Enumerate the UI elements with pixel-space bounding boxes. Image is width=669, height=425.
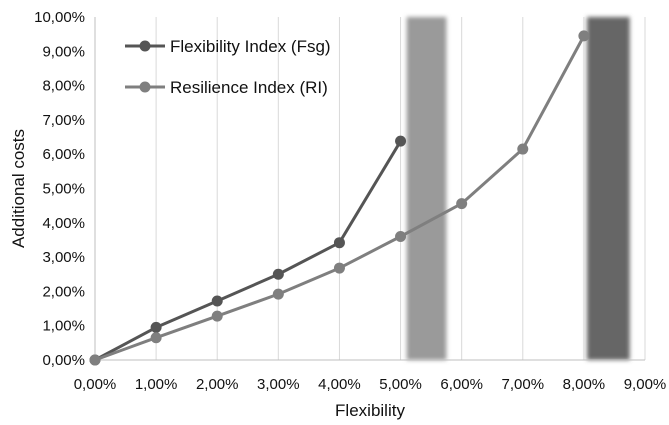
x-tick-label: 1,00% bbox=[135, 376, 178, 393]
gridlines bbox=[94, 17, 646, 360]
x-tick-label: 0,00% bbox=[74, 376, 117, 393]
data-point-1-6 bbox=[456, 198, 468, 210]
axes bbox=[94, 17, 645, 361]
x-tick-label: 9,00% bbox=[624, 376, 667, 393]
x-tick-label: 8,00% bbox=[563, 376, 606, 393]
data-point-1-4 bbox=[333, 262, 345, 274]
series-1 bbox=[89, 30, 590, 366]
shaded-band-0 bbox=[406, 17, 447, 360]
x-tick-label: 2,00% bbox=[196, 376, 239, 393]
x-tick-label: 6,00% bbox=[440, 376, 483, 393]
data-point-0-5 bbox=[395, 135, 407, 147]
legend-marker-resilience-index bbox=[139, 81, 151, 93]
y-tick-label: 0,00% bbox=[42, 352, 85, 369]
x-tick-label: 7,00% bbox=[502, 376, 545, 393]
shaded-bands bbox=[406, 17, 630, 360]
tick-labels: 0,00% 1,00% 2,00% 3,00% 4,00% 5,00% 6,00% 7,00%… bbox=[34, 9, 666, 393]
data-point-1-3 bbox=[272, 288, 284, 300]
data-point-1-7 bbox=[517, 143, 529, 155]
shaded-band-1 bbox=[586, 17, 630, 360]
series-line-0 bbox=[94, 140, 402, 362]
y-tick-label: 10,00% bbox=[34, 9, 85, 26]
y-tick-label: 5,00% bbox=[42, 181, 85, 198]
series-0 bbox=[89, 135, 407, 366]
x-axis-title: Flexibility bbox=[335, 401, 405, 420]
y-tick-label: 6,00% bbox=[42, 146, 85, 163]
data-point-0-1 bbox=[150, 321, 162, 333]
y-tick-label: 3,00% bbox=[42, 249, 85, 266]
data-point-0-3 bbox=[272, 268, 284, 280]
x-tick-label: 4,00% bbox=[318, 376, 361, 393]
y-tick-label: 1,00% bbox=[42, 318, 85, 335]
data-point-0-2 bbox=[211, 295, 223, 307]
data-point-1-0 bbox=[89, 354, 101, 366]
y-tick-label: 9,00% bbox=[42, 43, 85, 60]
x-tick-label: 3,00% bbox=[257, 376, 300, 393]
legend: Flexibility Index (Fsg) Resilience Index… bbox=[125, 37, 331, 97]
x-tick-label: 5,00% bbox=[379, 376, 422, 393]
data-point-1-1 bbox=[150, 332, 162, 344]
data-point-1-8 bbox=[578, 30, 590, 42]
series-layer bbox=[89, 30, 590, 366]
legend-label-flexibility-index: Flexibility Index (Fsg) bbox=[170, 37, 331, 56]
y-tick-label: 7,00% bbox=[42, 112, 85, 129]
y-tick-label: 2,00% bbox=[42, 283, 85, 300]
data-point-0-4 bbox=[333, 237, 345, 249]
legend-marker-flexibility-index bbox=[139, 40, 151, 52]
y-axis-title: Additional costs bbox=[9, 129, 28, 248]
y-tick-label: 8,00% bbox=[42, 78, 85, 95]
data-point-1-2 bbox=[211, 310, 223, 322]
legend-label-resilience-index: Resilience Index (RI) bbox=[170, 78, 328, 97]
data-point-1-5 bbox=[395, 231, 407, 243]
y-tick-label: 4,00% bbox=[42, 215, 85, 232]
